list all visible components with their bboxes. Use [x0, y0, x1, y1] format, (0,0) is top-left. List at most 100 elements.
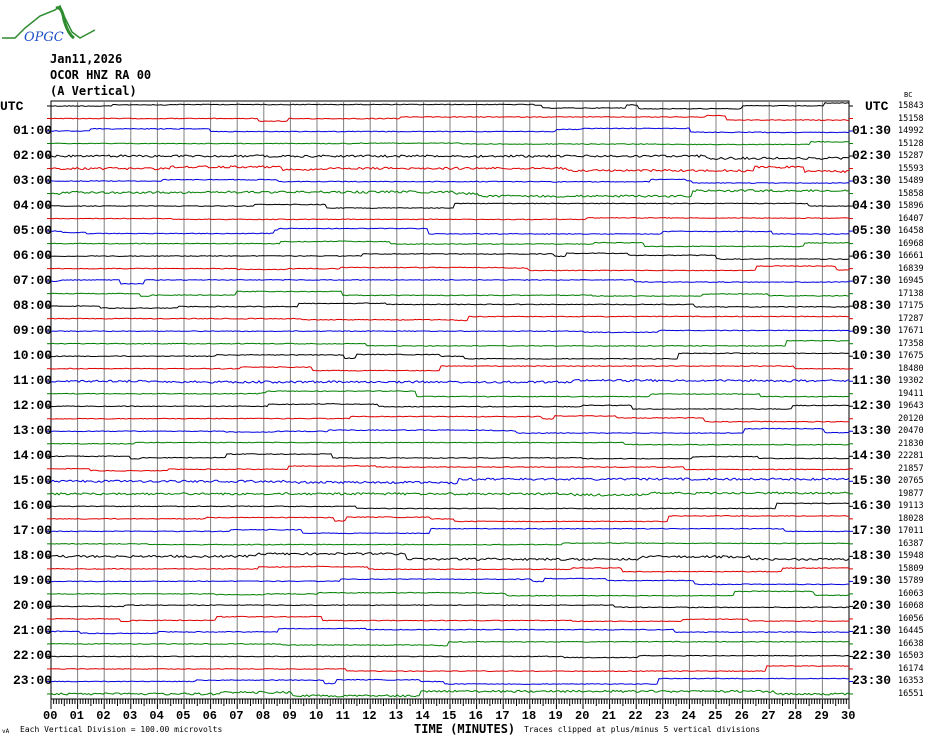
- x-tick-label: 06: [202, 709, 217, 723]
- corner-mark: vA: [2, 728, 10, 735]
- trace-value: 15858: [898, 188, 924, 199]
- seismic-trace: [50, 552, 850, 561]
- x-axis-title: TIME (MINUTES): [414, 722, 516, 736]
- x-tick-label: 12: [362, 709, 377, 723]
- seismic-trace: [50, 165, 850, 174]
- seismic-trace: [50, 202, 850, 209]
- seismic-trace: [50, 265, 850, 272]
- left-hour-label: 06:00: [13, 248, 53, 264]
- left-hour-label: 18:00: [13, 548, 53, 564]
- trace-value: 22281: [898, 451, 924, 462]
- left-hour-label: 08:00: [13, 298, 53, 314]
- x-tick-label: 27: [761, 709, 776, 723]
- trace-value: 16174: [898, 663, 924, 674]
- left-hour-label: 14:00: [13, 448, 53, 464]
- seismic-trace: [50, 278, 849, 285]
- right-hour-label: 15:30: [852, 473, 892, 489]
- seismic-trace: [50, 414, 850, 423]
- left-hour-label: 10:00: [13, 348, 53, 364]
- seismic-trace: [50, 514, 850, 523]
- clip-note: Traces clipped at plus/minus 5 vertical …: [524, 725, 761, 734]
- x-tick-label: 13: [388, 709, 404, 723]
- seismic-trace: [50, 339, 850, 347]
- right-hour-label: 01:30: [852, 123, 892, 139]
- seismic-trace: [50, 114, 849, 122]
- trace-value: 19411: [898, 388, 924, 399]
- trace-value: 17287: [898, 313, 924, 324]
- seismic-trace: [50, 654, 850, 659]
- x-tick-label: 03: [122, 709, 138, 723]
- x-tick-label: 28: [787, 709, 803, 723]
- seismic-trace: [50, 577, 849, 586]
- left-hour-label: 01:00: [13, 123, 53, 139]
- seismic-trace: [50, 677, 850, 685]
- trace-value: 15809: [898, 563, 924, 574]
- left-hour-label: 17:00: [13, 523, 53, 539]
- trace-value: 16056: [898, 613, 924, 624]
- seismic-trace: [50, 178, 850, 184]
- component-label: (A Vertical): [50, 84, 137, 98]
- opgc-logo: OPGC: [2, 4, 96, 45]
- trace-value: 15948: [898, 551, 924, 562]
- seismic-trace: [50, 665, 850, 673]
- trace-value: 17138: [898, 288, 924, 299]
- right-hour-label: 04:30: [852, 198, 892, 214]
- right-hour-label: 05:30: [852, 223, 892, 239]
- left-hour-label: UTC: [0, 99, 24, 114]
- trace-value: 15287: [898, 151, 924, 162]
- x-tick-label: 24: [681, 709, 696, 723]
- trace-value: 19302: [898, 376, 924, 387]
- trace-value: 14992: [898, 126, 924, 137]
- seismic-trace: [50, 689, 850, 698]
- right-hour-label: 03:30: [852, 173, 892, 189]
- trace-value: 16661: [898, 251, 924, 262]
- trace-value: 16063: [898, 588, 924, 599]
- trace-value: 17011: [898, 526, 924, 537]
- left-hour-label: 19:00: [13, 573, 53, 589]
- x-tick-label: 05: [176, 709, 191, 723]
- seismic-trace: [51, 542, 850, 546]
- x-tick-label: 14: [415, 709, 430, 723]
- x-tick-label: 20: [575, 709, 590, 723]
- trace-value: 19877: [898, 488, 924, 499]
- left-hour-label: 22:00: [13, 648, 53, 664]
- seismic-trace: [50, 365, 850, 372]
- trace-value: 16353: [898, 676, 924, 687]
- seismic-trace: [50, 140, 850, 146]
- left-hour-label: 11:00: [13, 373, 53, 389]
- x-tick-label: 22: [628, 709, 643, 723]
- x-tick-label: 29: [814, 709, 829, 723]
- x-tick-label: 10: [309, 709, 324, 723]
- trace-value: 16458: [898, 226, 924, 237]
- trace-value: 15158: [898, 113, 924, 124]
- x-tick-label: 02: [96, 709, 111, 723]
- x-tick-label: 15: [442, 709, 457, 723]
- seismic-trace: [50, 427, 850, 435]
- x-tick-label: 01: [69, 709, 84, 723]
- x-tick-label: 00: [43, 709, 58, 723]
- right-hour-label: 10:30: [852, 348, 892, 364]
- x-tick-label: 26: [734, 709, 749, 723]
- trace-value: 16068: [898, 601, 924, 612]
- trace-value: 16945: [898, 276, 924, 287]
- seismic-trace: [50, 464, 850, 472]
- trace-value: 15128: [898, 138, 924, 149]
- seismic-trace: [50, 378, 850, 384]
- left-hour-label: 12:00: [13, 398, 53, 414]
- trace-value: 20120: [898, 413, 924, 424]
- trace-value: 15843: [898, 101, 924, 111]
- right-hour-label: 02:30: [852, 148, 892, 164]
- seismic-trace: [50, 154, 850, 160]
- right-hour-label: 20:30: [852, 598, 892, 614]
- left-hour-label: 21:00: [13, 623, 53, 639]
- seismic-trace: [50, 441, 850, 446]
- left-hour-label: 03:00: [13, 173, 53, 189]
- x-tick-label: 25: [708, 709, 723, 723]
- x-tick-label: 23: [654, 709, 670, 723]
- seismic-trace: [50, 315, 850, 322]
- seismic-trace: [50, 216, 850, 221]
- seismic-trace: [50, 290, 850, 297]
- right-hour-label: 11:30: [852, 373, 892, 389]
